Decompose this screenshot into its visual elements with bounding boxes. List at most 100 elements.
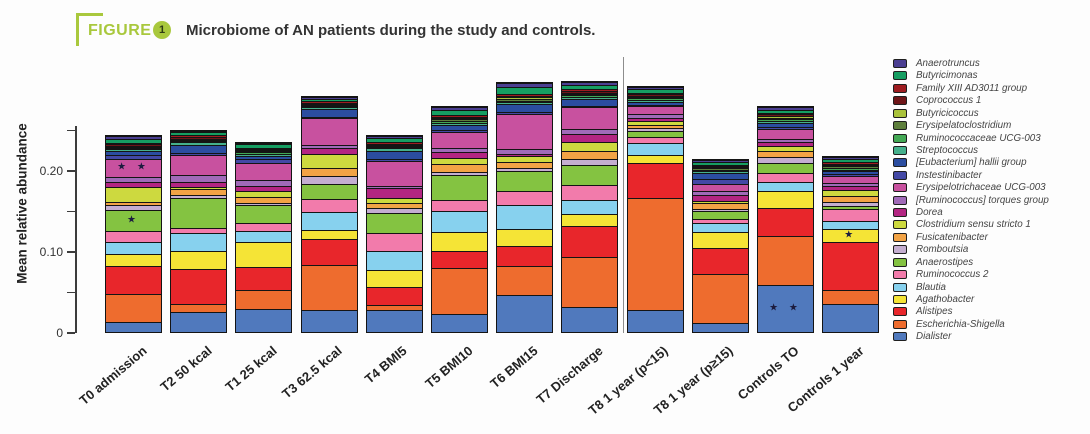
bar-segment — [366, 143, 422, 146]
bar-segment — [562, 151, 618, 159]
figure-title: Microbiome of AN patients during the stu… — [186, 22, 596, 39]
bar-segment — [171, 155, 227, 176]
stacked-bar — [431, 106, 488, 333]
bar-segment — [692, 173, 748, 180]
bar-segment — [236, 196, 292, 204]
y-tick-label: 0 — [56, 326, 63, 340]
bar-segment — [562, 92, 618, 94]
bar-segment — [301, 175, 357, 184]
bar-segment: ★ ★ — [106, 158, 161, 177]
bar-segment — [823, 201, 879, 206]
bar-segment — [758, 116, 813, 118]
legend-label: Fusicatenibacter — [916, 231, 988, 243]
bar-segment — [692, 223, 748, 233]
bar-segment — [627, 96, 683, 99]
bar-segment — [301, 109, 357, 117]
bar-segment — [171, 227, 227, 233]
bar-segment — [627, 92, 683, 95]
legend-swatch — [893, 158, 907, 168]
y-tick-mark — [67, 210, 75, 213]
bar-segment — [562, 134, 618, 142]
bar-segment — [692, 210, 748, 220]
bar-segment — [366, 160, 422, 186]
bar-segment — [627, 98, 683, 100]
bar-segment — [236, 144, 292, 148]
bar-segment — [758, 123, 813, 128]
bar-segment — [171, 135, 227, 138]
bar-segment — [497, 205, 553, 230]
legend-label: Agathobacter — [916, 293, 975, 305]
bar-segment — [562, 256, 618, 308]
stacked-bar — [626, 85, 684, 333]
legend-swatch — [893, 195, 907, 205]
bar-segment — [171, 145, 227, 153]
bar-segment — [366, 151, 422, 160]
bar-segment — [106, 294, 161, 323]
bar-segment — [366, 304, 422, 310]
bar-segment — [497, 98, 553, 101]
bar-segment — [366, 146, 422, 148]
bar-segment — [106, 138, 161, 143]
bar-segment — [366, 185, 422, 189]
bar-segment — [627, 101, 683, 105]
bar-segment — [692, 219, 748, 224]
bar-segment — [823, 171, 879, 175]
bar-segment — [236, 149, 292, 151]
legend-label: Escherichia-Shigella — [916, 318, 1005, 330]
legend-label: Dorea — [916, 207, 943, 219]
bar-segment — [106, 144, 161, 146]
bar-segment — [366, 212, 422, 233]
stacked-bar: ★ — [822, 155, 880, 333]
bar-segment — [692, 159, 748, 163]
bar-segment — [106, 148, 161, 151]
bar-segment — [236, 204, 292, 223]
bar-segment — [366, 148, 422, 152]
bar-segment — [366, 203, 422, 209]
bar-segment — [236, 156, 292, 159]
bar-segment — [171, 139, 227, 142]
legend-swatch — [893, 270, 907, 280]
bar-segment — [692, 179, 748, 185]
bar-segment: ★ ★ — [758, 284, 813, 332]
significance-star: ★ ★ — [769, 302, 802, 314]
bar-segment — [823, 304, 879, 332]
bar-segment — [301, 309, 357, 332]
y-tick-label: 0.10 — [39, 245, 63, 259]
bar-segment — [301, 154, 357, 168]
bar-segment — [758, 162, 813, 174]
bar-segment — [432, 200, 487, 211]
bar-segment — [366, 251, 422, 271]
bar-segment — [236, 241, 292, 268]
bar-segment — [366, 309, 422, 332]
legend-swatch — [893, 232, 907, 242]
bar-segment — [432, 125, 487, 130]
bar-segment — [366, 270, 422, 288]
bar-segment — [171, 268, 227, 304]
bar-segment — [758, 190, 813, 208]
legend-swatch — [893, 245, 907, 255]
bar-segment: ★ — [823, 228, 879, 242]
bar-segment — [692, 191, 748, 195]
bar-segment — [758, 127, 813, 129]
bar-segment — [758, 112, 813, 115]
legend-swatch — [893, 257, 907, 267]
bar-segment — [497, 229, 553, 247]
bar-segment — [627, 89, 683, 93]
bar-segment — [432, 164, 487, 173]
bar-segment — [562, 226, 618, 257]
bar-segment — [432, 121, 487, 123]
bar-segment — [171, 251, 227, 269]
bar-segment — [366, 287, 422, 305]
bar-segment — [823, 208, 879, 221]
bar-segment — [692, 273, 748, 324]
bar-segment — [758, 145, 813, 151]
bar-segment — [562, 82, 618, 86]
bar-segment — [171, 232, 227, 252]
bar-segment — [171, 132, 227, 136]
bar-segment — [301, 239, 357, 265]
bar-segment — [171, 137, 227, 139]
bar-segment — [692, 184, 748, 192]
bar-segment — [106, 265, 161, 295]
bar-segment — [562, 90, 618, 93]
